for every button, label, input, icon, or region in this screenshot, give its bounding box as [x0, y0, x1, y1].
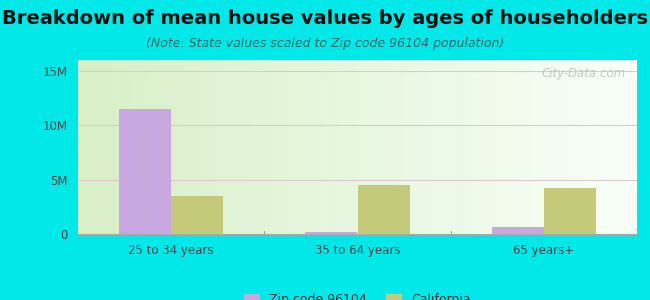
Bar [119, 109, 171, 234]
Bar [171, 196, 224, 234]
Legend: Zip code 96104, California: Zip code 96104, California [239, 288, 476, 300]
Bar [491, 227, 544, 234]
Bar [544, 188, 596, 234]
Bar [306, 232, 358, 234]
Text: (Note: State values scaled to Zip code 96104 population): (Note: State values scaled to Zip code 9… [146, 38, 504, 50]
Text: Breakdown of mean house values by ages of householders: Breakdown of mean house values by ages o… [2, 9, 648, 28]
Bar [358, 185, 410, 234]
Text: City-Data.com: City-Data.com [541, 67, 626, 80]
